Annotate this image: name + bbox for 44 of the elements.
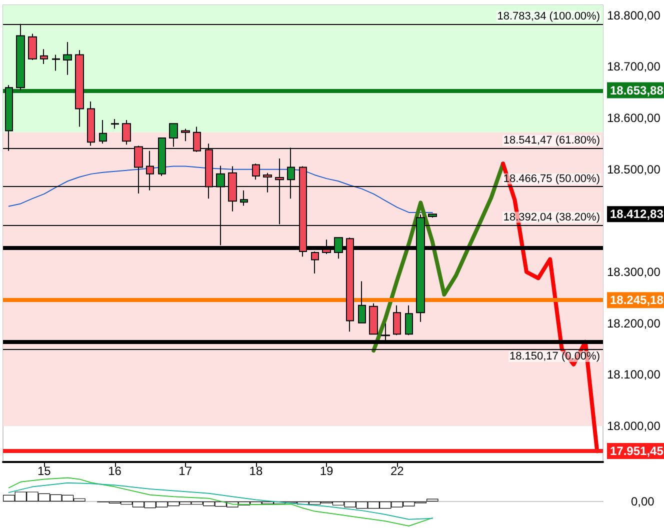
y-tick-label: 18.100,00 (607, 368, 661, 382)
line-series (372, 162, 505, 353)
ref-line-label: 18.150,17 (0.00%) (509, 350, 600, 362)
line-series (8, 166, 433, 213)
ref-line-label: 17.951,45 (610, 444, 664, 458)
candlestick (358, 280, 366, 324)
text: 18.412,83 (610, 207, 664, 222)
candlestick (240, 190, 248, 206)
x-tick-label: 18 (249, 464, 263, 478)
bar (426, 498, 438, 502)
ref-line-label: 18.245,18 (610, 293, 664, 308)
y-tick-label: 18.500,00 (607, 162, 661, 176)
x-tick-label: 15 (37, 464, 52, 478)
y-tick-label: 18.800,00 (607, 8, 661, 22)
candlestick (87, 101, 95, 146)
candlestick (63, 41, 72, 76)
candlestick (52, 54, 60, 72)
candlestick (252, 163, 260, 180)
candlestick (75, 50, 84, 128)
y-tick-label: 18.700,00 (607, 60, 661, 74)
ref-line-label: 18.466,75 (50.00%) (503, 172, 600, 185)
x-tick-label: 17 (178, 464, 192, 478)
candlestick (122, 120, 131, 146)
ref-line-label: 18.541,47 (61.80%) (503, 134, 600, 147)
candlestick (369, 302, 378, 335)
candlestick (40, 48, 48, 65)
candlestick (405, 304, 413, 336)
candlestick (428, 212, 437, 218)
ref-line-label: 18.783,34 (100.00%) (497, 10, 600, 22)
ref-line-label: 18.392,04 (38.20%) (503, 211, 600, 224)
y-tick-label: 18.300,00 (607, 265, 661, 280)
x-tick-label: 16 (108, 464, 122, 478)
text: 0,00 (631, 494, 655, 508)
y-tick-label: 18.200,00 (607, 316, 661, 330)
candlestick (111, 118, 119, 130)
y-tick-label: 18.600,00 (607, 110, 661, 125)
y-tick-label: 18.000,00 (607, 419, 661, 434)
ref-line-label: 18.653,88 (610, 83, 664, 98)
candlestick (99, 120, 107, 144)
x-tick-label: 19 (320, 464, 334, 478)
candlestick (393, 304, 401, 336)
candlestick (28, 33, 37, 60)
candlestick (181, 128, 190, 142)
x-tick-label: 22 (390, 464, 404, 478)
